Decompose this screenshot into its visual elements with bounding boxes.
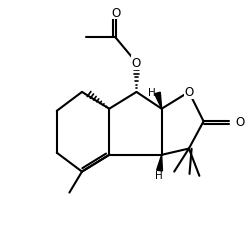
Text: O: O — [184, 86, 194, 99]
Text: O: O — [235, 115, 244, 128]
Text: O: O — [132, 57, 141, 70]
Text: H: H — [148, 88, 155, 97]
Polygon shape — [157, 155, 163, 171]
Text: H: H — [155, 170, 162, 180]
Text: O: O — [111, 7, 120, 20]
Polygon shape — [155, 93, 162, 109]
